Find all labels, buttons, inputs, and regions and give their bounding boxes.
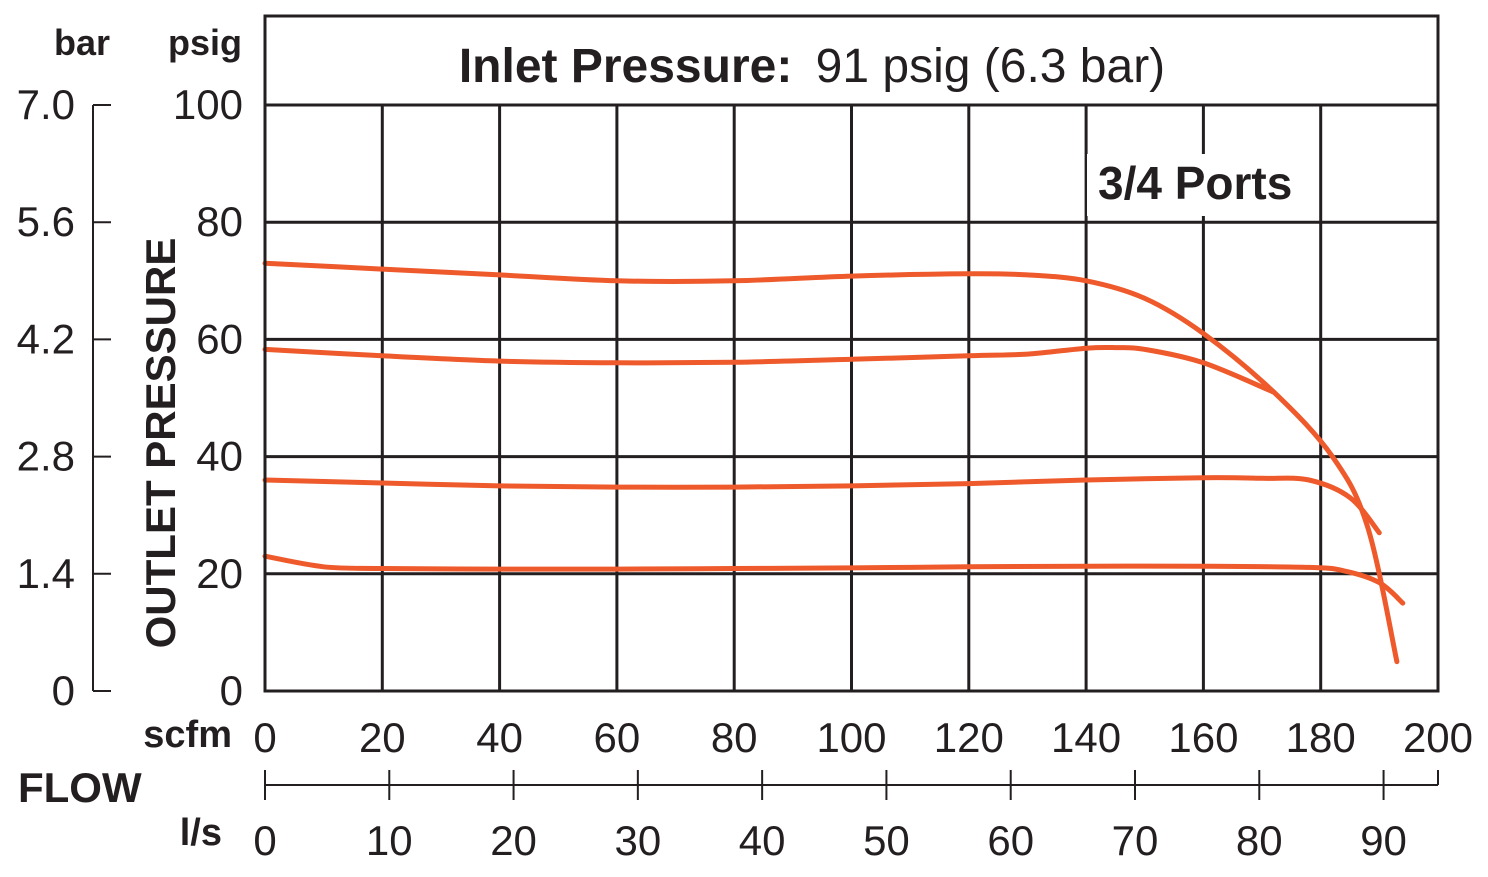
x-tick-label-ls: 50 — [863, 817, 910, 864]
y-tick-label-bar: 4.2 — [17, 315, 75, 362]
x-unit-ls: l/s — [180, 812, 222, 854]
plot-frame — [263, 14, 1440, 693]
y-tick-label-psig: 40 — [196, 433, 243, 480]
x-tick-label-scfm: 80 — [711, 714, 758, 761]
y-unit-psig: psig — [168, 22, 242, 63]
series-line-2 — [262, 344, 1277, 395]
series-line-3 — [262, 475, 1382, 536]
chart-title: Inlet Pressure: 91 psig (6.3 bar) — [459, 40, 1165, 93]
series-line-1 — [262, 260, 1400, 665]
x-tick-label-ls: 40 — [739, 817, 786, 864]
y-tick-label-psig: 0 — [220, 667, 243, 714]
x-tick-label-ls: 0 — [253, 817, 276, 864]
x-tick-label-ls: 20 — [490, 817, 537, 864]
y-tick-label-bar: 1.4 — [17, 550, 75, 597]
ports-annotation-text: 3/4 Ports — [1098, 157, 1292, 209]
y-tick-label-psig: 80 — [196, 198, 243, 245]
ports-annotation: 3/4 Ports — [1087, 154, 1317, 216]
y-tick-label-bar: 5.6 — [17, 198, 75, 245]
x-tick-label-scfm: 0 — [253, 714, 276, 761]
x-axis-label: FLOW — [18, 764, 142, 811]
x-tick-label-scfm: 60 — [594, 714, 641, 761]
x-tick-label-scfm: 200 — [1403, 714, 1473, 761]
x-tick-label-scfm: 40 — [476, 714, 523, 761]
x-tick-label-scfm: 100 — [816, 714, 886, 761]
x-tick-label-scfm: 160 — [1168, 714, 1238, 761]
x-tick-label-scfm: 120 — [934, 714, 1004, 761]
y-unit-bar: bar — [54, 22, 110, 63]
y-tick-label-psig: 60 — [196, 315, 243, 362]
x-tick-label-scfm: 180 — [1286, 714, 1356, 761]
x-tick-label-scfm: 140 — [1051, 714, 1121, 761]
y-tick-label-psig: 100 — [173, 81, 243, 128]
x-tick-label-ls: 90 — [1360, 817, 1407, 864]
x-tick-label-scfm: 20 — [359, 714, 406, 761]
x-unit-scfm: scfm — [143, 714, 232, 756]
y-tick-label-bar: 2.8 — [17, 433, 75, 480]
x-tick-label-ls: 70 — [1112, 817, 1159, 864]
y-tick-label-bar: 7.0 — [17, 81, 75, 128]
series-line-4 — [262, 553, 1406, 606]
x-tick-label-ls: 80 — [1236, 817, 1283, 864]
y-tick-label-psig: 20 — [196, 550, 243, 597]
x-tick-label-ls: 30 — [614, 817, 661, 864]
x-tick-label-ls: 10 — [366, 817, 413, 864]
series-layer — [262, 260, 1406, 665]
y-tick-label-bar: 0 — [52, 667, 75, 714]
x-tick-label-ls: 60 — [987, 817, 1034, 864]
y-axis-label: OUTLET PRESSURE — [137, 238, 184, 649]
